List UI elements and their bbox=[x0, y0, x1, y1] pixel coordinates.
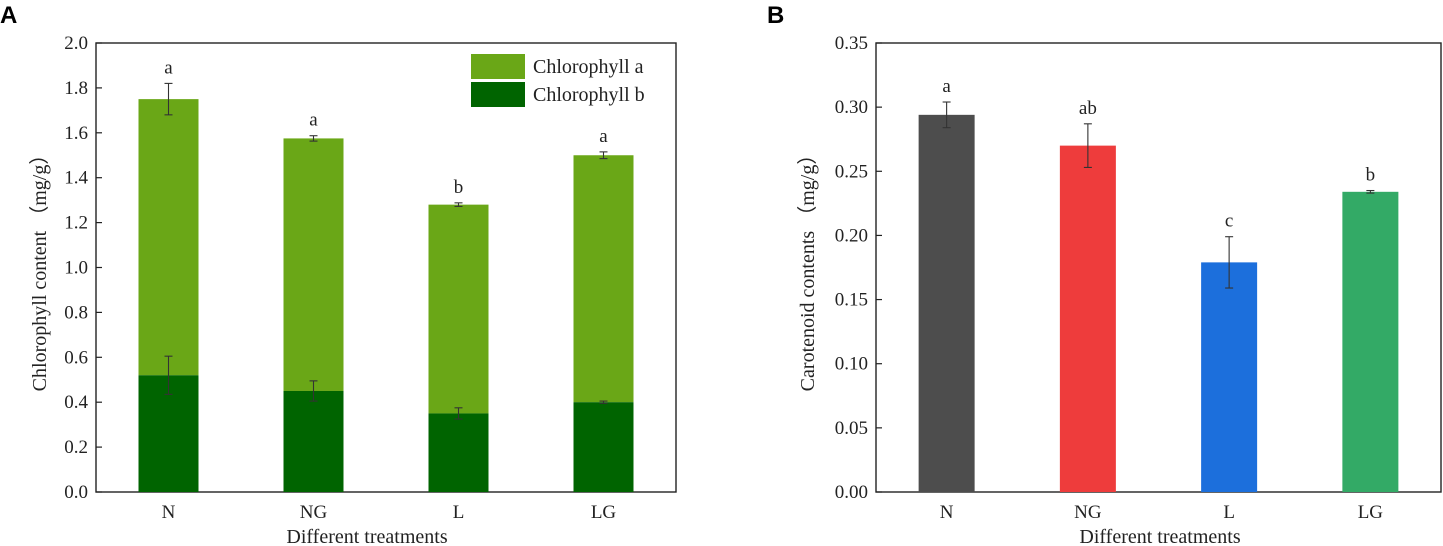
significance-label-l: c bbox=[1225, 211, 1233, 232]
significance-label-ng: ab bbox=[1079, 98, 1097, 119]
panel-b-y-tick-label: 0.35 bbox=[835, 33, 868, 54]
panel-b-y-tick-label: 0.20 bbox=[835, 225, 868, 246]
panel-a-y-tick-label: 1.0 bbox=[64, 258, 88, 279]
panel-a-y-tick-label: 1.8 bbox=[64, 78, 88, 99]
significance-label-n: a bbox=[942, 76, 951, 97]
panel-a-x-tick-label: L bbox=[453, 502, 465, 523]
panel-a-y-tick-label: 0.4 bbox=[64, 392, 88, 413]
panel-b-x-tick-label: LG bbox=[1358, 502, 1384, 523]
bar-chlorophyll-b-l bbox=[428, 413, 489, 492]
bar-chlorophyll-b-lg bbox=[573, 402, 634, 492]
panel-a-y-tick-label: 1.2 bbox=[64, 213, 88, 234]
panel-a-chlorophyll-chart: A Chlorophyll content （mg/g） Different t… bbox=[0, 2, 677, 546]
panel-a-y-tick-label: 1.4 bbox=[64, 168, 88, 189]
panel-a-legend: Chlorophyll a Chlorophyll b bbox=[471, 54, 645, 107]
bar-chlorophyll-a-ng bbox=[283, 138, 344, 391]
bar-carotenoid-lg bbox=[1342, 191, 1399, 492]
significance-label-n: a bbox=[164, 57, 173, 78]
panel-a-y-axis-title: Chlorophyll content （mg/g） bbox=[28, 145, 51, 392]
significance-label-lg: b bbox=[1366, 165, 1376, 186]
bar-carotenoid-l bbox=[1201, 262, 1258, 492]
panel-a-y-tick-label: 0.2 bbox=[64, 437, 88, 458]
bar-chlorophyll-a-n bbox=[138, 99, 199, 376]
panel-a-y-tick-label: 1.6 bbox=[64, 123, 88, 144]
significance-label-lg: a bbox=[599, 126, 608, 147]
panel-b-carotenoid-chart: B Carotenoid contents （mg/g） Different t… bbox=[767, 2, 1442, 546]
panel-b-y-tick-label: 0.15 bbox=[835, 290, 868, 311]
significance-label-ng: a bbox=[309, 110, 318, 131]
panel-a-x-tick-label: N bbox=[162, 502, 176, 523]
panel-b-x-tick-label: L bbox=[1223, 502, 1235, 523]
panel-a-y-tick-label: 0.6 bbox=[64, 347, 88, 368]
panel-b-y-tick-label: 0.05 bbox=[835, 418, 868, 439]
panel-b-x-tick-label: N bbox=[940, 502, 954, 523]
panel-a-y-tick-label: 0.0 bbox=[64, 482, 88, 503]
legend-swatch-chlorophyll-b bbox=[471, 82, 525, 107]
bar-carotenoid-ng bbox=[1059, 145, 1116, 492]
panel-b-y-axis-title: Carotenoid contents （mg/g） bbox=[796, 145, 819, 392]
panel-b-y-tick-label: 0.00 bbox=[835, 482, 868, 503]
legend-label-chlorophyll-a: Chlorophyll a bbox=[533, 56, 644, 78]
bar-chlorophyll-a-lg bbox=[573, 155, 634, 403]
panel-b-x-tick-label: NG bbox=[1074, 502, 1102, 523]
bar-carotenoid-n bbox=[918, 114, 975, 492]
bar-chlorophyll-a-l bbox=[428, 204, 489, 414]
legend-label-chlorophyll-b: Chlorophyll b bbox=[533, 84, 645, 106]
panel-a-x-axis-title: Different treatments bbox=[286, 526, 447, 546]
panel-a-label: A bbox=[0, 2, 17, 29]
panel-b-y-tick-label: 0.30 bbox=[835, 97, 868, 118]
significance-label-l: b bbox=[454, 177, 464, 198]
panel-b-y-tick-label: 0.25 bbox=[835, 161, 868, 182]
panel-a-y-tick-label: 0.8 bbox=[64, 302, 88, 323]
panel-a-plot-area: 0.0 0.2 0.4 0.6 0.8 1.0 1.2 1.4 1.6 1.8 2.0 N NG L LG a… bbox=[64, 33, 677, 523]
panel-b-axes-frame bbox=[875, 42, 1442, 493]
bar-chlorophyll-b-ng bbox=[283, 390, 344, 492]
legend-swatch-chlorophyll-a bbox=[471, 54, 525, 79]
panel-b-plot-area: 0.00 0.05 0.10 0.15 0.20 0.25 0.30 0.35 N NG L LG a a… bbox=[835, 33, 1442, 523]
panel-b-x-axis-title: Different treatments bbox=[1079, 526, 1240, 546]
panel-b-y-tick-label: 0.10 bbox=[835, 354, 868, 375]
panel-a-y-tick-label: 2.0 bbox=[64, 33, 88, 54]
panel-b-label: B bbox=[767, 2, 784, 29]
panel-a-x-tick-label: NG bbox=[300, 502, 328, 523]
panel-a-x-tick-label: LG bbox=[591, 502, 617, 523]
